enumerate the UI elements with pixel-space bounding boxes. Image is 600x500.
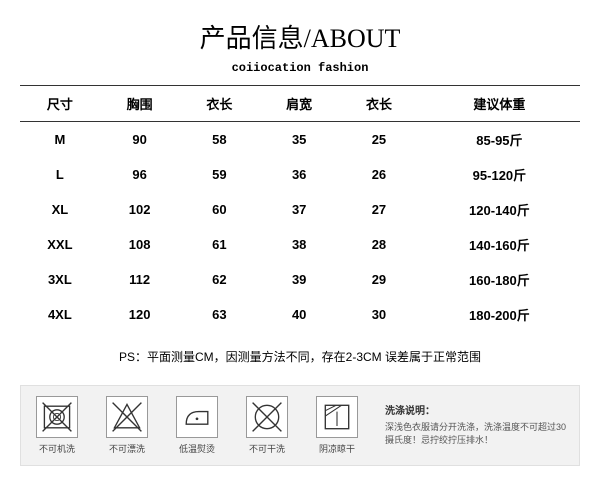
page-subtitle: coiiocation fashion — [0, 61, 600, 85]
care-item: 阴凉晾干 — [309, 396, 365, 455]
no-dryclean-icon — [246, 396, 288, 438]
measurement-note: PS：平面测量CM，因测量方法不同，存在2-3CM 误差属于正常范围 — [0, 332, 600, 377]
care-item: 不可机洗 — [29, 396, 85, 455]
table-cell: 180-200斤 — [419, 297, 580, 332]
table-cell: 95-120斤 — [419, 157, 580, 192]
table-header-row: 尺寸 胸围 衣长 肩宽 衣长 建议体重 — [20, 86, 580, 122]
table-cell: 26 — [339, 157, 419, 192]
table-cell: 40 — [259, 297, 339, 332]
col-weight: 建议体重 — [419, 86, 580, 122]
low-iron-icon — [176, 396, 218, 438]
table-cell: 28 — [339, 227, 419, 262]
table-row: XXL108613828140-160斤 — [20, 227, 580, 262]
table-cell: 140-160斤 — [419, 227, 580, 262]
table-row: L9659362695-120斤 — [20, 157, 580, 192]
table-cell: 96 — [100, 157, 180, 192]
table-cell: 35 — [259, 122, 339, 158]
table-row: XL102603727120-140斤 — [20, 192, 580, 227]
table-cell: 37 — [259, 192, 339, 227]
table-cell: 120-140斤 — [419, 192, 580, 227]
table-cell: 102 — [100, 192, 180, 227]
care-label: 低温熨烫 — [179, 442, 215, 455]
table-cell: 160-180斤 — [419, 262, 580, 297]
care-label: 阴凉晾干 — [319, 442, 355, 455]
table-cell: 25 — [339, 122, 419, 158]
table-cell: 30 — [339, 297, 419, 332]
wash-description: 洗涤说明： 深浅色衣服请分开洗涤，洗涤温度不可超过30摄氏度！忌拧绞拧压排水！ — [379, 404, 571, 448]
table-cell: L — [20, 157, 100, 192]
page-title: 产品信息/ABOUT — [0, 0, 600, 61]
no-machine-wash-icon — [36, 396, 78, 438]
col-size: 尺寸 — [20, 86, 100, 122]
care-label: 不可机洗 — [39, 442, 75, 455]
table-cell: 90 — [100, 122, 180, 158]
table-cell: XL — [20, 192, 100, 227]
care-label: 不可漂洗 — [109, 442, 145, 455]
wash-desc-body: 深浅色衣服请分开洗涤，洗涤温度不可超过30摄氏度！忌拧绞拧压排水！ — [385, 422, 566, 446]
no-bleach-icon — [106, 396, 148, 438]
table-cell: 85-95斤 — [419, 122, 580, 158]
table-cell: 39 — [259, 262, 339, 297]
table-cell: 38 — [259, 227, 339, 262]
table-cell: 58 — [180, 122, 260, 158]
care-item: 低温熨烫 — [169, 396, 225, 455]
table-cell: 59 — [180, 157, 260, 192]
table-cell: 112 — [100, 262, 180, 297]
table-row: 3XL112623929160-180斤 — [20, 262, 580, 297]
table-cell: XXL — [20, 227, 100, 262]
table-cell: 3XL — [20, 262, 100, 297]
col-length: 衣长 — [180, 86, 260, 122]
table-cell: 36 — [259, 157, 339, 192]
table-row: M9058352585-95斤 — [20, 122, 580, 158]
table-cell: 27 — [339, 192, 419, 227]
care-instructions-strip: 不可机洗 不可漂洗 低温熨烫 不可干洗 阴凉晾干 洗涤说明： 深浅色衣服请分开洗涤，洗涤… — [20, 385, 580, 466]
col-length2: 衣长 — [339, 86, 419, 122]
table-cell: 4XL — [20, 297, 100, 332]
table-cell: 62 — [180, 262, 260, 297]
care-item: 不可干洗 — [239, 396, 295, 455]
table-cell: 120 — [100, 297, 180, 332]
table-row: 4XL120634030180-200斤 — [20, 297, 580, 332]
table-cell: 61 — [180, 227, 260, 262]
page: 产品信息/ABOUT coiiocation fashion 尺寸 胸围 衣长 … — [0, 0, 600, 500]
table-cell: 63 — [180, 297, 260, 332]
table-cell: 60 — [180, 192, 260, 227]
table-cell: 108 — [100, 227, 180, 262]
table-cell: M — [20, 122, 100, 158]
size-table: 尺寸 胸围 衣长 肩宽 衣长 建议体重 M9058352585-95斤L9659… — [20, 85, 580, 332]
col-bust: 胸围 — [100, 86, 180, 122]
care-item: 不可漂洗 — [99, 396, 155, 455]
table-cell: 29 — [339, 262, 419, 297]
wash-desc-heading: 洗涤说明： — [385, 404, 571, 419]
shade-dry-icon — [316, 396, 358, 438]
col-shoulder: 肩宽 — [259, 86, 339, 122]
care-label: 不可干洗 — [249, 442, 285, 455]
